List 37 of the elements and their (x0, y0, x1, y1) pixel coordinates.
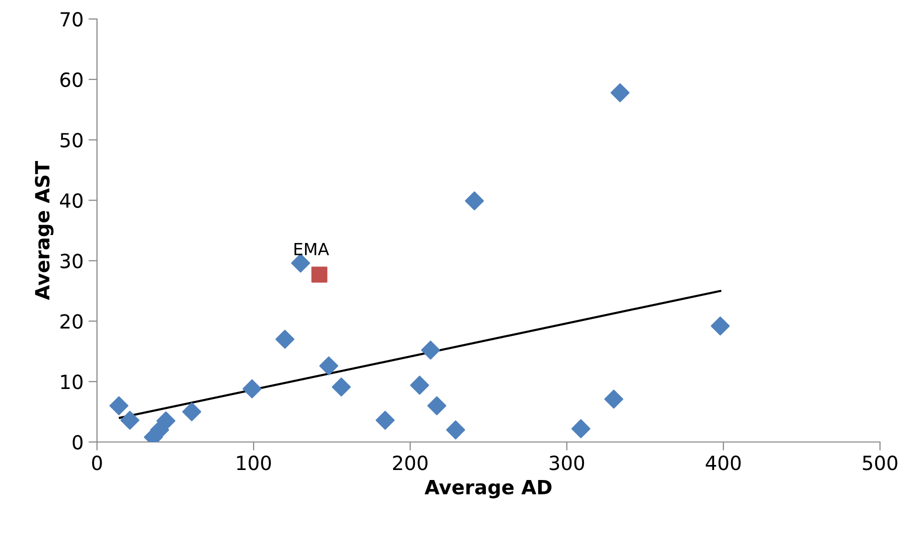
annotation: EMA (294, 243, 330, 256)
x-axis-title: Average AD (424, 480, 552, 498)
y-tick-label: 50 (60, 132, 83, 148)
point (311, 266, 328, 283)
point (242, 379, 262, 398)
x-tick-label: 100 (237, 456, 271, 470)
point (291, 254, 310, 273)
point (332, 378, 351, 396)
point (610, 83, 630, 102)
x-tick-label: 0 (92, 456, 102, 470)
y-tick-label: 20 (60, 314, 83, 329)
y-tick-label: 70 (60, 12, 83, 27)
x-tick-label: 500 (862, 456, 898, 470)
point (464, 191, 484, 210)
point (710, 316, 730, 336)
point (376, 410, 395, 430)
point (120, 410, 140, 430)
y-tick-label: 30 (60, 254, 83, 268)
y-tick-label: 10 (61, 374, 83, 390)
point (446, 420, 466, 440)
point (421, 340, 440, 360)
y-tick-label: 60 (60, 72, 83, 88)
point (319, 356, 338, 376)
y-tick-label: 40 (60, 193, 83, 208)
x-tick-label: 400 (706, 456, 741, 470)
point (410, 376, 430, 395)
x-tick-label: 300 (550, 456, 584, 470)
point (182, 402, 202, 422)
point (427, 396, 446, 416)
point (109, 396, 128, 416)
y-tick-label: 0 (72, 434, 83, 450)
point (571, 419, 590, 438)
point (604, 390, 624, 409)
x-tick-label: 200 (393, 456, 428, 470)
point (156, 411, 176, 430)
y-axis-title: Average AST (34, 161, 54, 300)
point (275, 330, 294, 349)
